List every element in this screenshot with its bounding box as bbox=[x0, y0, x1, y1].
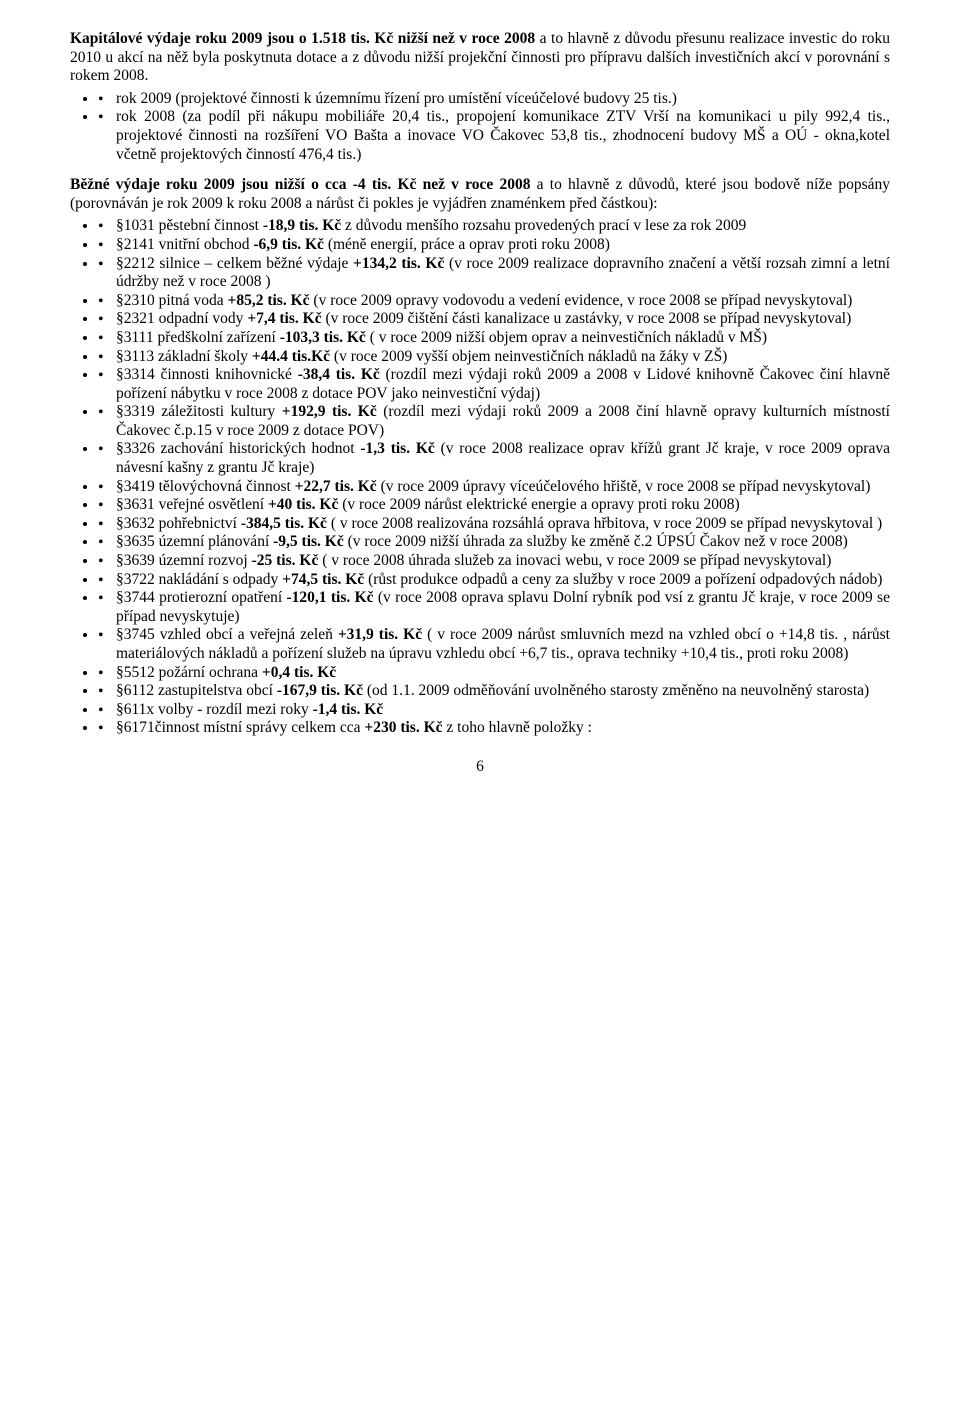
list2-item: §3635 územní plánování -9,5 tis. Kč (v r… bbox=[98, 533, 890, 552]
list2-item: §6112 zastupitelstva obcí -167,9 tis. Kč… bbox=[98, 682, 890, 701]
item-bold: +192,9 tis. Kč bbox=[282, 403, 377, 420]
item-post: (méně energií, práce a oprav proti roku … bbox=[324, 236, 610, 253]
item-post: ( v roce 2009 nižší objem oprav a neinve… bbox=[366, 329, 767, 346]
item-post: (růst produkce odpadů a ceny za služby v… bbox=[364, 571, 882, 588]
list2-item: §3745 vzhled obcí a veřejná zeleň +31,9 … bbox=[98, 626, 890, 663]
item-pre: §6112 zastupitelstva obcí bbox=[116, 682, 277, 699]
item-pre: §3745 vzhled obcí a veřejná zeleň bbox=[116, 626, 338, 643]
item-bold: -6,9 tis. Kč bbox=[253, 236, 324, 253]
item-pre: §3631 veřejné osvětlení bbox=[116, 496, 268, 513]
item-pre: §5512 požární ochrana bbox=[116, 664, 262, 681]
item-post: (v roce 2009 opravy vodovodu a vedení ev… bbox=[310, 292, 853, 309]
list2-item: §611x volby - rozdíl mezi roky -1,4 tis.… bbox=[98, 701, 890, 720]
bullet-list-1: rok 2009 (projektové činnosti k územnímu… bbox=[98, 90, 890, 164]
list2-item: §2212 silnice – celkem běžné výdaje +134… bbox=[98, 255, 890, 292]
list2-item: §5512 požární ochrana +0,4 tis. Kč bbox=[98, 664, 890, 683]
item-bold: -1,4 tis. Kč bbox=[313, 701, 384, 718]
item-pre: §2212 silnice – celkem běžné výdaje bbox=[116, 255, 353, 272]
item-pre: §3113 základní školy bbox=[116, 348, 252, 365]
item-post: (v roce 2009 vyšší objem neinvestičních … bbox=[330, 348, 727, 365]
list2-item: §2310 pitná voda +85,2 tis. Kč (v roce 2… bbox=[98, 292, 890, 311]
item-pre: §3111 předškolní zařízení bbox=[116, 329, 280, 346]
item-pre: §3632 pohřebnictví bbox=[116, 515, 241, 532]
item-bold: -384,5 tis. Kč bbox=[241, 515, 327, 532]
list2-item: §3326 zachování historických hodnot -1,3… bbox=[98, 440, 890, 477]
item-bold: -120,1 tis. Kč bbox=[287, 589, 374, 606]
list2-item: §6171činnost místní správy celkem cca +2… bbox=[98, 719, 890, 738]
item-pre: §1031 pěstební činnost bbox=[116, 217, 263, 234]
item-post: (v roce 2009 čištění části kanalizace u … bbox=[322, 310, 852, 327]
item-bold: -38,4 tis. Kč bbox=[298, 366, 380, 383]
page-number: 6 bbox=[70, 758, 890, 776]
item-bold: +31,9 tis. Kč bbox=[338, 626, 422, 643]
item-post: (v roce 2009 nižší úhrada za služby ke z… bbox=[344, 533, 848, 550]
item-bold: -103,3 tis. Kč bbox=[280, 329, 366, 346]
item-post: (v roce 2009 nárůst elektrické energie a… bbox=[338, 496, 739, 513]
item-bold: +44.4 tis.Kč bbox=[252, 348, 330, 365]
list2-item: §1031 pěstební činnost -18,9 tis. Kč z d… bbox=[98, 217, 890, 236]
p2-lead: Běžné výdaje roku 2009 jsou nižší o cca … bbox=[70, 176, 530, 193]
item-pre: §3326 zachování historických hodnot bbox=[116, 440, 360, 457]
item-pre: §3744 protierozní opatření bbox=[116, 589, 287, 606]
item-bold: -1,3 tis. Kč bbox=[360, 440, 434, 457]
item-pre: §3419 tělovýchovná činnost bbox=[116, 478, 295, 495]
item-pre: §2141 vnitřní obchod bbox=[116, 236, 253, 253]
item-bold: +22,7 tis. Kč bbox=[295, 478, 377, 495]
list2-item: §3111 předškolní zařízení -103,3 tis. Kč… bbox=[98, 329, 890, 348]
list1-item: rok 2009 (projektové činnosti k územnímu… bbox=[98, 90, 890, 109]
p1-lead: Kapitálové výdaje roku 2009 jsou o 1.518… bbox=[70, 30, 535, 47]
item-post: z toho hlavně položky : bbox=[443, 719, 592, 736]
list2-item: §3419 tělovýchovná činnost +22,7 tis. Kč… bbox=[98, 478, 890, 497]
item-bold: +230 tis. Kč bbox=[364, 719, 442, 736]
list2-item: §3722 nakládání s odpady +74,5 tis. Kč (… bbox=[98, 571, 890, 590]
list2-item: §2321 odpadní vody +7,4 tis. Kč (v roce … bbox=[98, 310, 890, 329]
list2-item: §3639 územní rozvoj -25 tis. Kč ( v roce… bbox=[98, 552, 890, 571]
intro-paragraph-2: Běžné výdaje roku 2009 jsou nižší o cca … bbox=[70, 176, 890, 213]
list1-item: rok 2008 (za podíl při nákupu mobiliáře … bbox=[98, 108, 890, 164]
item-bold: +7,4 tis. Kč bbox=[247, 310, 321, 327]
item-pre: §2321 odpadní vody bbox=[116, 310, 247, 327]
item-pre: §3722 nakládání s odpady bbox=[116, 571, 282, 588]
list2-item: §3113 základní školy +44.4 tis.Kč (v roc… bbox=[98, 348, 890, 367]
item-bold: +74,5 tis. Kč bbox=[282, 571, 364, 588]
item-bold: +85,2 tis. Kč bbox=[228, 292, 310, 309]
item-bold: +134,2 tis. Kč bbox=[353, 255, 444, 272]
item-post: (v roce 2009 úpravy víceúčelového hřiště… bbox=[377, 478, 871, 495]
item-pre: §3635 územní plánování bbox=[116, 533, 273, 550]
item-pre: §2310 pitná voda bbox=[116, 292, 228, 309]
list2-item: §2141 vnitřní obchod -6,9 tis. Kč (méně … bbox=[98, 236, 890, 255]
list2-item: §3631 veřejné osvětlení +40 tis. Kč (v r… bbox=[98, 496, 890, 515]
item-bold: +40 tis. Kč bbox=[268, 496, 338, 513]
item-pre: §3314 činnosti knihovnické bbox=[116, 366, 298, 383]
item-pre: §611x volby - rozdíl mezi roky bbox=[116, 701, 313, 718]
list2-item: §3632 pohřebnictví -384,5 tis. Kč ( v ro… bbox=[98, 515, 890, 534]
item-bold: -18,9 tis. Kč bbox=[263, 217, 341, 234]
item-post: (od 1.1. 2009 odměňování uvolněného star… bbox=[363, 682, 869, 699]
item-pre: §3319 záležitosti kultury bbox=[116, 403, 282, 420]
item-pre: §3639 územní rozvoj bbox=[116, 552, 252, 569]
item-pre: §6171činnost místní správy celkem cca bbox=[116, 719, 364, 736]
item-bold: -25 tis. Kč bbox=[252, 552, 319, 569]
list2-item: §3319 záležitosti kultury +192,9 tis. Kč… bbox=[98, 403, 890, 440]
list2-item: §3314 činnosti knihovnické -38,4 tis. Kč… bbox=[98, 366, 890, 403]
list2-item: §3744 protierozní opatření -120,1 tis. K… bbox=[98, 589, 890, 626]
item-post: ( v roce 2008 realizována rozsáhlá oprav… bbox=[327, 515, 882, 532]
intro-paragraph-1: Kapitálové výdaje roku 2009 jsou o 1.518… bbox=[70, 30, 890, 86]
bullet-list-2: §1031 pěstební činnost -18,9 tis. Kč z d… bbox=[98, 217, 890, 738]
item-post: z důvodu menšího rozsahu provedených pra… bbox=[341, 217, 746, 234]
item-bold: +0,4 tis. Kč bbox=[262, 664, 336, 681]
item-post: ( v roce 2008 úhrada služeb za inovaci w… bbox=[318, 552, 831, 569]
item-bold: -9,5 tis. Kč bbox=[273, 533, 344, 550]
item-bold: -167,9 tis. Kč bbox=[277, 682, 363, 699]
